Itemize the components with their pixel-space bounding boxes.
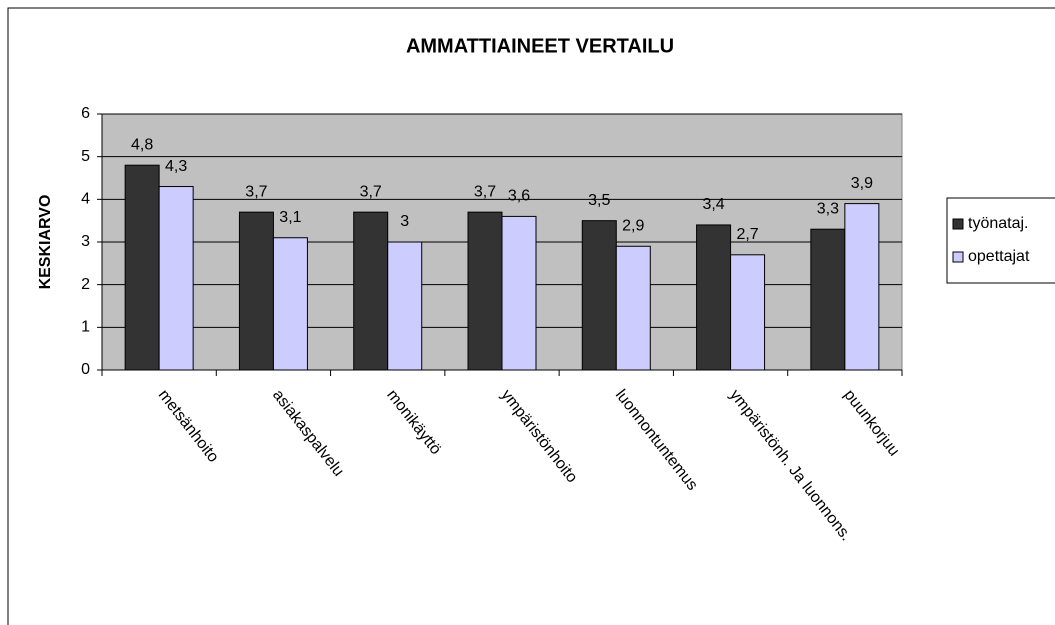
data-label: 2,9	[622, 217, 644, 234]
bar	[387, 241, 423, 371]
legend-label: työnataj.	[968, 215, 1028, 232]
bar	[158, 186, 194, 371]
data-label: 3,7	[245, 183, 267, 200]
bar	[272, 237, 308, 371]
data-label: 4,8	[131, 136, 153, 153]
bar	[581, 220, 617, 371]
data-label: 3,9	[851, 175, 873, 192]
data-label: 3,4	[702, 196, 724, 213]
bar	[696, 224, 732, 371]
data-label: 4,3	[165, 158, 187, 175]
y-tick-label: 3	[81, 233, 90, 250]
bar	[844, 203, 880, 371]
legend-box	[946, 197, 1055, 284]
y-tick-label: 5	[81, 148, 90, 165]
legend-swatch	[952, 218, 964, 230]
legend-label: opettajat	[968, 248, 1030, 265]
y-tick-label: 0	[81, 361, 90, 378]
data-label: 3	[400, 213, 409, 230]
y-tick-label: 1	[81, 319, 90, 336]
y-tick-label: 2	[81, 276, 90, 293]
y-tick-label: 6	[81, 105, 90, 122]
data-label: 3,7	[360, 183, 382, 200]
bar	[353, 211, 389, 371]
y-tick-label: 4	[81, 191, 90, 208]
bar	[810, 228, 846, 371]
bar	[730, 254, 766, 371]
bar	[238, 211, 274, 371]
bar	[501, 215, 537, 371]
bar	[615, 245, 651, 371]
y-axis-label: KESKIARVO	[37, 195, 54, 290]
chart-title: AMMATTIAINEET VERTAILU	[406, 35, 674, 57]
data-label: 3,7	[474, 183, 496, 200]
data-label: 3,1	[279, 209, 301, 226]
data-label: 3,3	[817, 200, 839, 217]
data-label: 3,5	[588, 192, 610, 209]
legend-swatch	[952, 251, 964, 263]
bar	[124, 164, 160, 371]
chart-border	[7, 7, 1055, 625]
data-label: 3,6	[508, 188, 530, 205]
bar	[467, 211, 503, 371]
data-label: 2,7	[736, 226, 758, 243]
